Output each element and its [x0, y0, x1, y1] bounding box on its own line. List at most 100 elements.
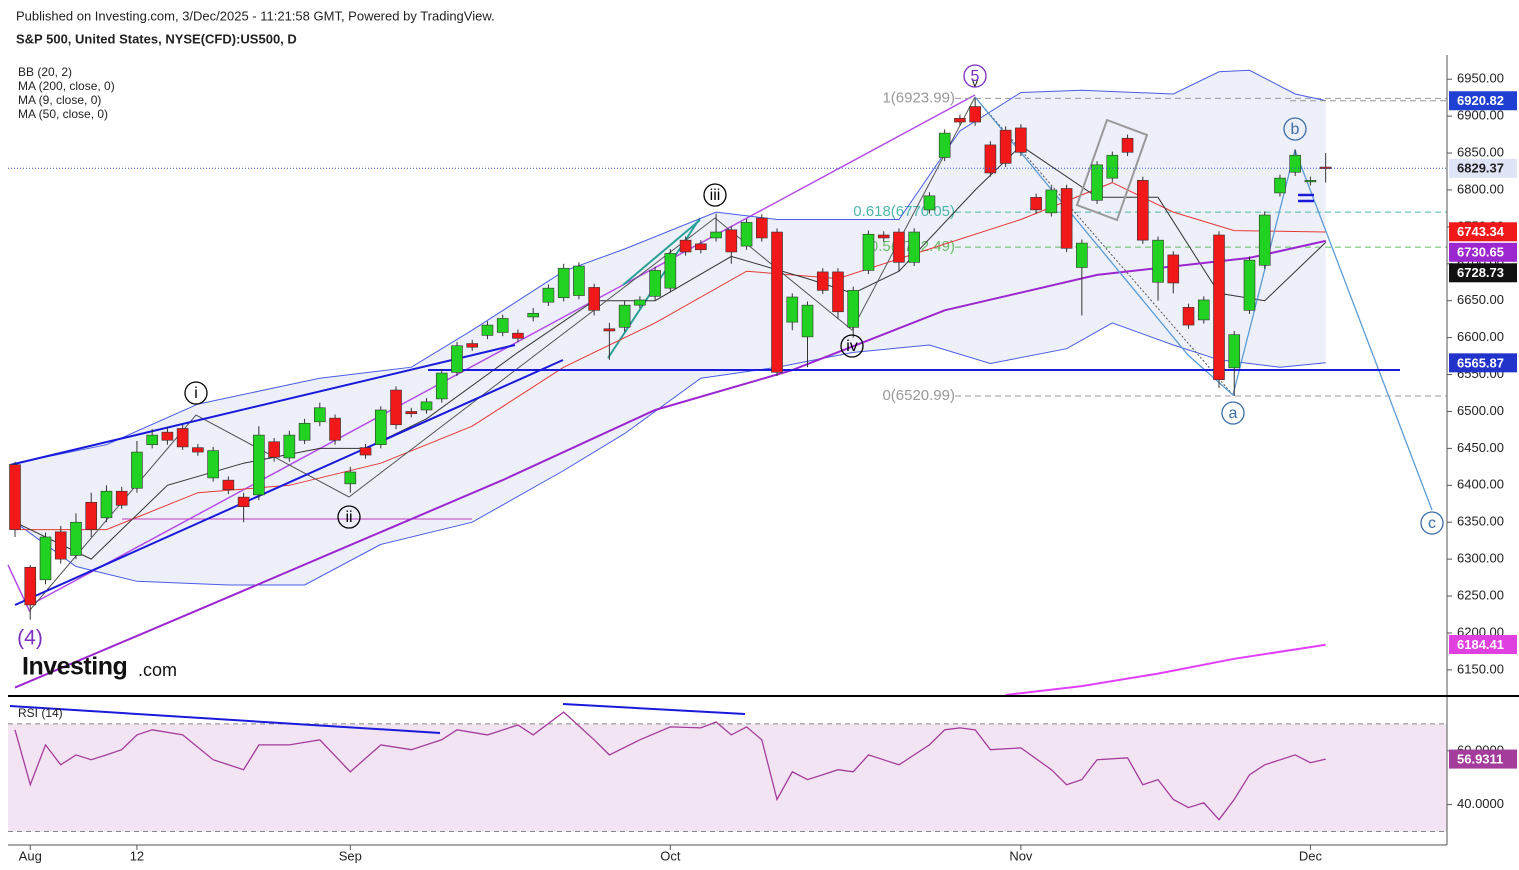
logo-suffix: .com [138, 660, 177, 680]
wave-circle [1420, 511, 1444, 535]
candle-body [298, 422, 311, 441]
candle-body [969, 106, 981, 123]
wave-label: (4) [17, 627, 43, 650]
candle-body [466, 343, 479, 348]
candle-body [146, 434, 158, 445]
price-label: 6565.87 [1457, 355, 1504, 370]
published-note: Published on Investing.com, 3/Dec/2025 -… [16, 8, 495, 23]
candle-body [984, 144, 997, 174]
candle-body [786, 296, 799, 323]
legend-entry: MA (200, close, 0) [18, 79, 115, 93]
wave-label: a [1229, 405, 1238, 422]
y-tick-label: 40.0000 [1457, 796, 1504, 811]
candle-body [9, 464, 21, 530]
candle-body [954, 118, 966, 123]
candle-body [1304, 180, 1317, 183]
candle-body [527, 312, 539, 318]
candle-body [451, 345, 463, 373]
price-label-box [1449, 749, 1517, 769]
trend-line [14, 359, 564, 606]
wave-label: i [194, 385, 198, 402]
candle-body [664, 253, 677, 289]
candle-body [268, 441, 280, 458]
candle-body [1213, 234, 1225, 381]
candle-body [847, 290, 860, 328]
y-tick-label: 6400.00 [1457, 477, 1504, 492]
candle-body [481, 324, 494, 336]
price-label: 6728.73 [1457, 265, 1504, 280]
legend-entry: BB (20, 2) [18, 65, 72, 79]
legend-entry: MA (50, close, 0) [18, 107, 108, 121]
candle-body [161, 431, 174, 441]
candle-body [1060, 188, 1073, 249]
candle-body [192, 447, 204, 453]
wave-circle [1221, 401, 1245, 425]
box-shape [1075, 118, 1149, 222]
candle-body [862, 233, 875, 271]
wave-circle [337, 505, 361, 529]
candle-body [557, 267, 570, 299]
trend-line [9, 705, 441, 734]
trend-line [562, 703, 746, 715]
candle-body [999, 129, 1012, 164]
wave-label: v [972, 74, 979, 89]
candle-body [420, 401, 433, 411]
candle-body [1121, 137, 1134, 153]
candle-body [1015, 127, 1027, 153]
rsi-band [8, 723, 1447, 832]
x-tick-label: Dec [1299, 848, 1323, 863]
wave-circle [1283, 117, 1307, 141]
symbol-title: S&P 500, United States, NYSE(CFD):US500,… [16, 31, 297, 46]
candle-body [1182, 307, 1195, 326]
rsi-line [14, 711, 1326, 821]
candle-body [877, 234, 890, 239]
wave-label: b [1291, 121, 1300, 138]
y-tick-label: 6850.00 [1457, 144, 1504, 159]
candle-body [359, 447, 372, 456]
candle-body [314, 407, 326, 423]
candle-body [1289, 154, 1302, 173]
price-label-box [1449, 158, 1517, 178]
candle-body [1167, 254, 1180, 284]
wave-circle [184, 381, 208, 405]
candle-body [176, 428, 189, 448]
candle-body [390, 389, 402, 426]
candle-body [908, 231, 920, 263]
candle-body [100, 490, 113, 519]
candle-body [1243, 259, 1256, 311]
candle-body [1258, 214, 1271, 266]
wave-label: iii [710, 187, 721, 204]
y-tick-label: 6600.00 [1457, 329, 1504, 344]
candle-body [603, 328, 616, 332]
wave-circle [963, 64, 987, 88]
candle-body [39, 536, 52, 581]
candle-body [710, 231, 722, 239]
price-label-box [1449, 222, 1517, 242]
y-tick-label: 6650.00 [1457, 292, 1504, 307]
trend-line [29, 94, 976, 606]
wave-label: ii [345, 509, 352, 526]
candle-body [1030, 197, 1042, 211]
trend-line [622, 219, 701, 286]
candle-body [755, 217, 768, 239]
band-fill [15, 70, 1326, 585]
candle-body [1274, 177, 1286, 194]
candle-body [740, 222, 753, 247]
wave-label: c [1428, 515, 1436, 532]
candle-body [1152, 239, 1164, 283]
fib-label: 0(6520.99) [882, 387, 955, 404]
candle-body [222, 479, 235, 491]
trend-line [9, 344, 516, 466]
indicator-line [14, 69, 1326, 464]
candle-body [1197, 299, 1210, 321]
candle-body [1076, 242, 1088, 268]
candle-body [131, 451, 143, 489]
x-tick-label: Sep [339, 848, 362, 863]
candle-body [496, 318, 509, 333]
x-tick-label: 12 [130, 848, 144, 863]
wave-label: 5 [971, 68, 980, 85]
price-label-box [1449, 91, 1517, 111]
price-label-box [1449, 634, 1517, 654]
candle-body [923, 195, 936, 211]
